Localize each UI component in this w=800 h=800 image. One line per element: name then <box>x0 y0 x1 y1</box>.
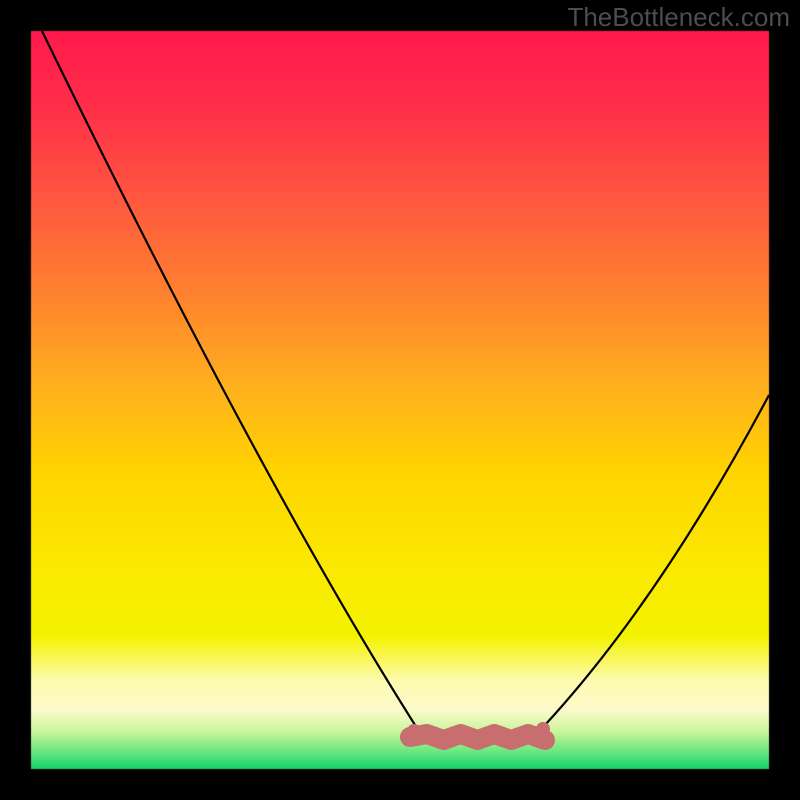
watermark-label: TheBottleneck.com <box>567 2 790 33</box>
figure-root: TheBottleneck.com <box>0 0 800 800</box>
gradient-background <box>0 0 800 800</box>
